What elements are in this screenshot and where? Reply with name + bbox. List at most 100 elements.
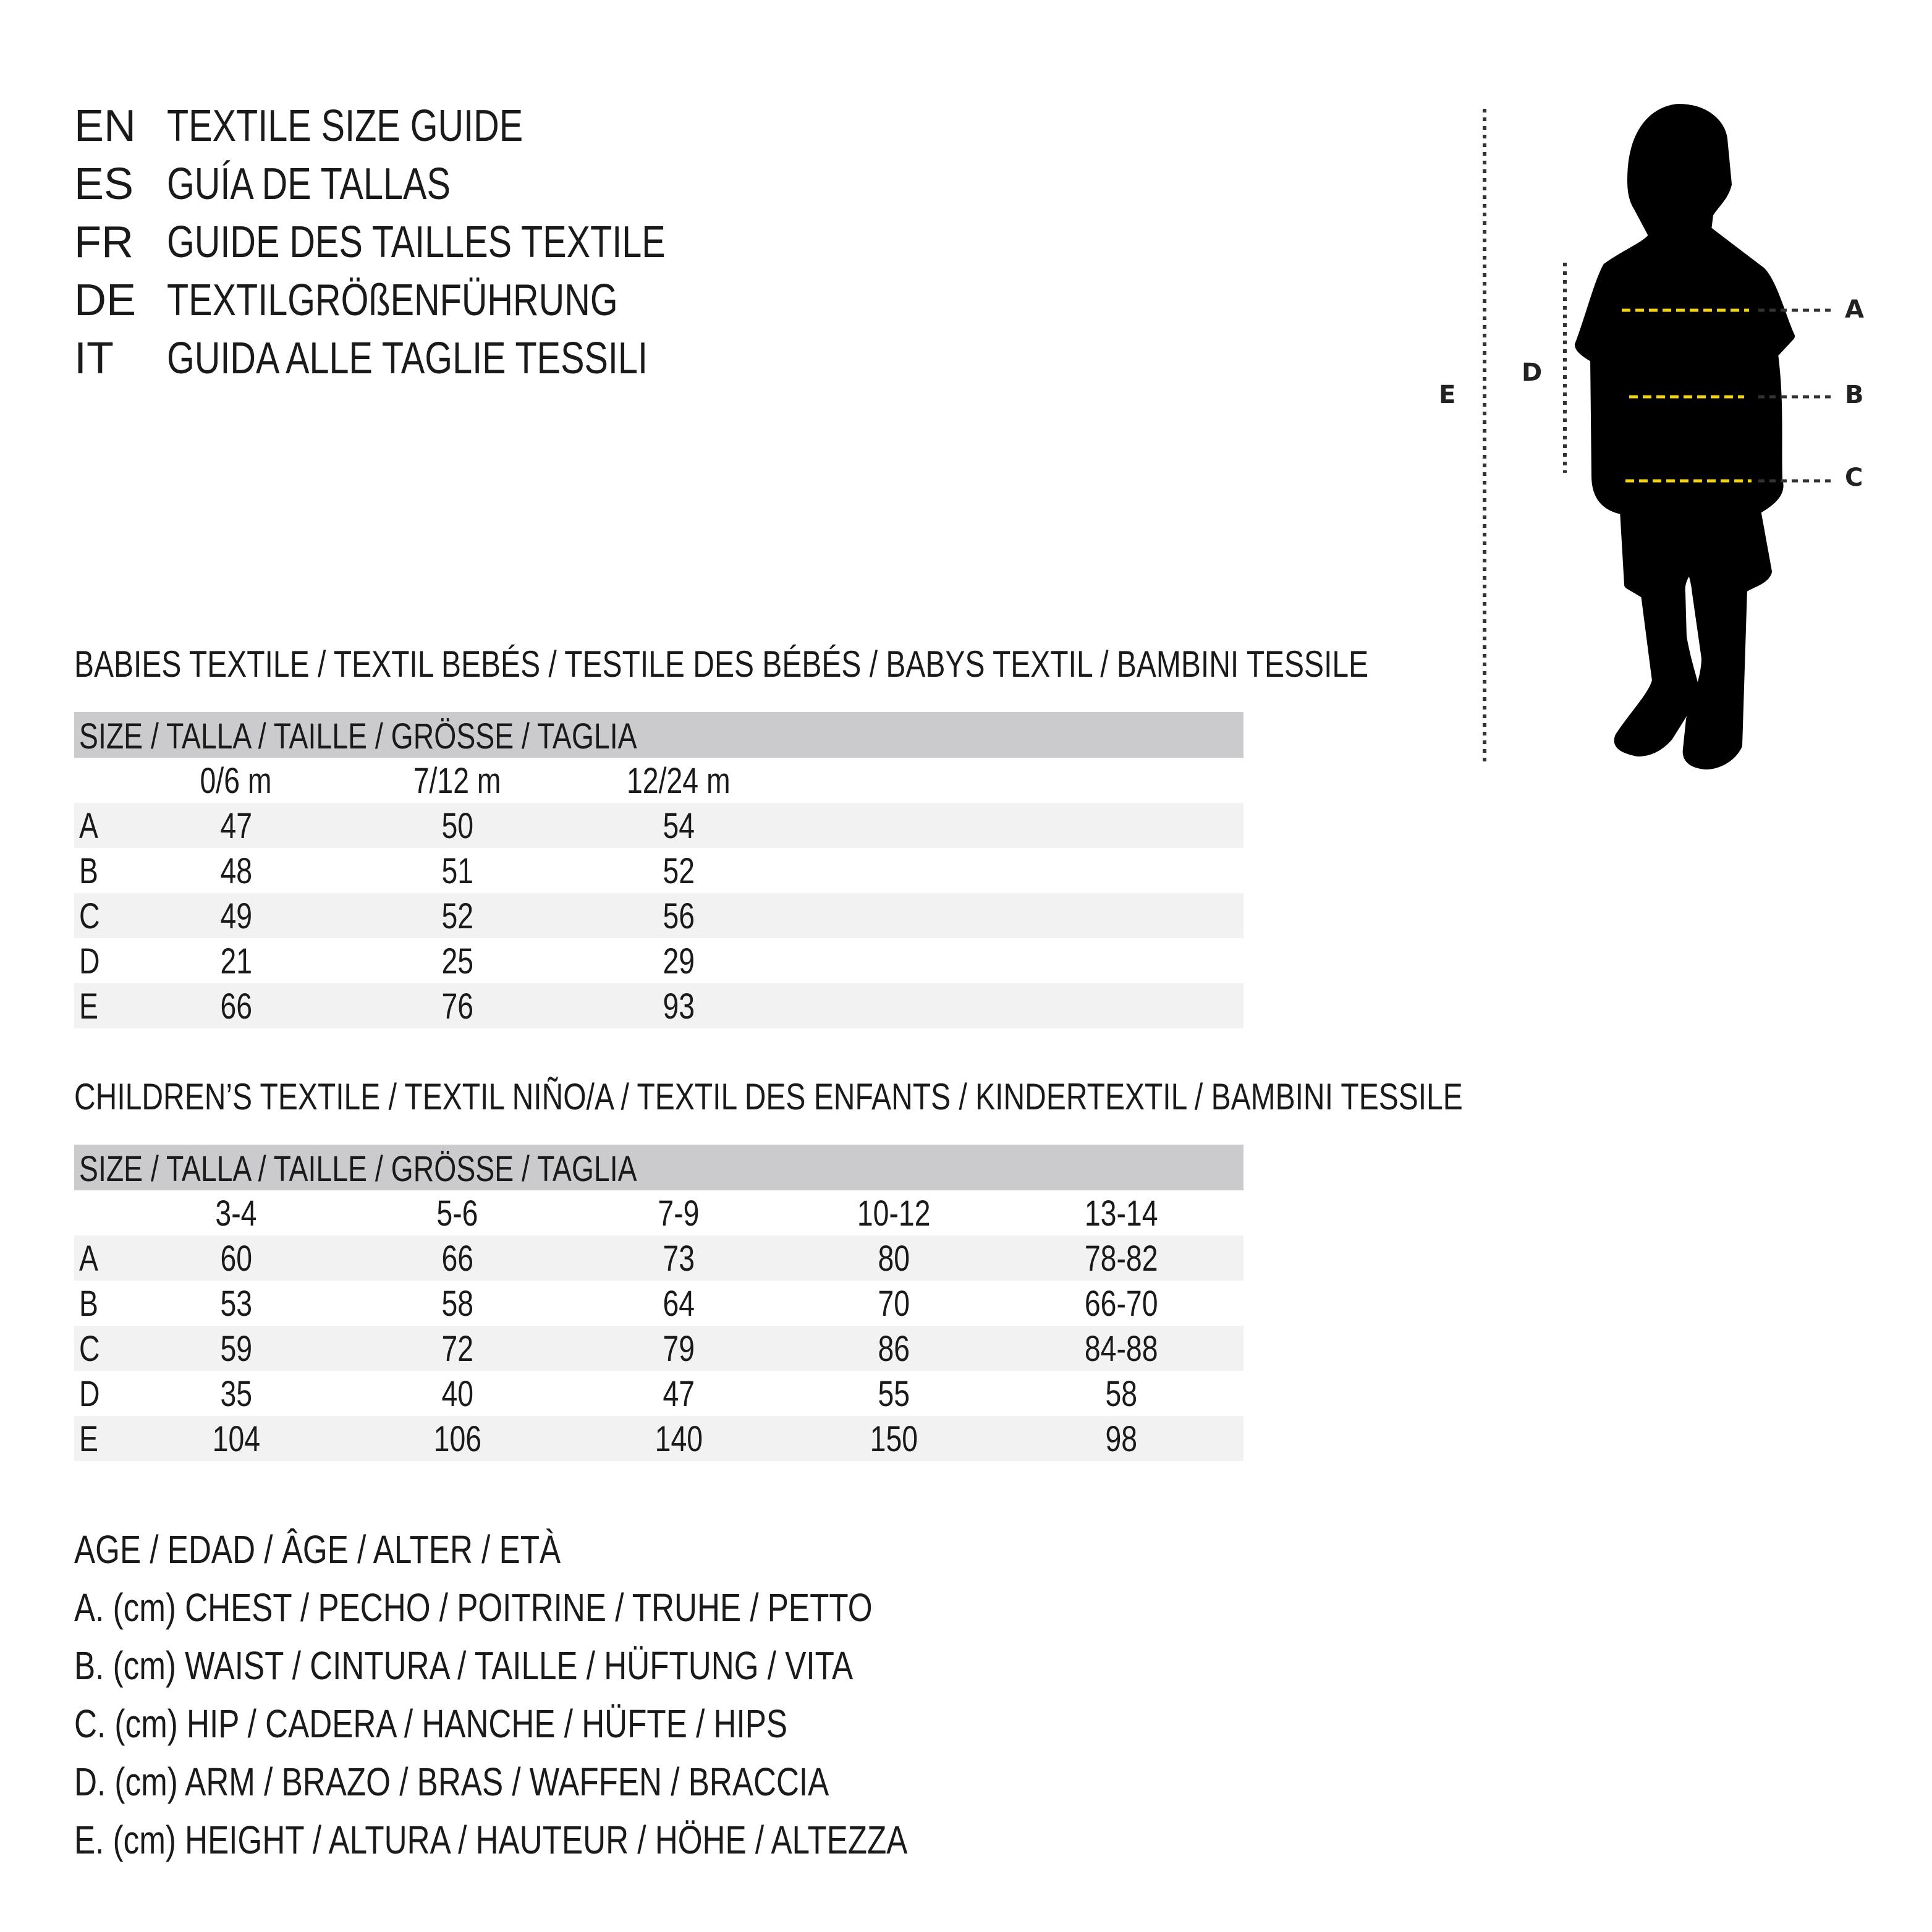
table-cell: 56	[586, 893, 771, 940]
table-cell: 72	[365, 1326, 550, 1373]
cell-text: 40	[441, 1374, 473, 1414]
row-label: D	[79, 1374, 100, 1414]
table-cell: 70	[801, 1281, 986, 1328]
table-cell: 48	[143, 848, 329, 895]
label-e: E	[1439, 381, 1456, 409]
legend-chest: A. (cm) CHEST / PECHO / POITRINE / TRUHE…	[74, 1585, 1072, 1630]
table-row: B 48 51 52	[74, 848, 1244, 893]
lang-code: FR	[74, 218, 133, 267]
babies-heading-text: BABIES TEXTILE / TEXTIL BEBÉS / TESTILE …	[74, 643, 1369, 685]
table-cell: 140	[586, 1416, 771, 1463]
row-label: B	[79, 1284, 98, 1324]
cell-text: 52	[441, 896, 473, 936]
table-cell: 59	[143, 1326, 329, 1373]
table-row: A 47 50 54	[74, 803, 1244, 848]
title-text: GUIDE DES TAILLES TEXTILE	[167, 218, 666, 267]
cell-text: 54	[663, 806, 695, 846]
column-header: 13-14	[1028, 1190, 1214, 1237]
cell-text: 10-12	[857, 1193, 931, 1234]
cell-text: 58	[441, 1284, 473, 1324]
table-cell: 80	[801, 1235, 986, 1282]
title-en: EN TEXTILE SIZE GUIDE	[74, 97, 816, 155]
column-header: 5-6	[365, 1190, 550, 1237]
legend-hip: C. (cm) HIP / CADERA / HANCHE / HÜFTE / …	[74, 1701, 966, 1747]
table-cell: 47	[586, 1371, 771, 1418]
table-row: B 53 58 64 70 66-70	[74, 1281, 1244, 1326]
table-row: E 104 106 140 150 98	[74, 1416, 1244, 1461]
label-a: A	[1845, 295, 1864, 324]
cell-text: 59	[220, 1329, 252, 1369]
cell-text: 58	[1105, 1374, 1137, 1414]
table-cell: 53	[143, 1281, 329, 1328]
cell-text: 78-82	[1084, 1239, 1158, 1279]
legend-height: E. (cm) HEIGHT / ALTURA / HAUTEUR / HÖHE…	[74, 1817, 1116, 1863]
cell-text: AGE / EDAD / ÂGE / ALTER / ETÀ	[74, 1527, 561, 1572]
column-header: 0/6 m	[143, 758, 329, 805]
cell-text: 66	[220, 986, 252, 1027]
table-row: D 21 25 29	[74, 938, 1244, 983]
table-cell: 49	[143, 893, 329, 940]
row-label: A	[79, 806, 98, 846]
label-b: B	[1845, 381, 1864, 409]
legend-waist: B. (cm) WAIST / CINTURA / TAILLE / HÜFTU…	[74, 1643, 1048, 1688]
legend-arm: D. (cm) ARM / BRAZO / BRAS / WAFFEN / BR…	[74, 1759, 1018, 1805]
cell-text: 49	[220, 896, 252, 936]
cell-text: 73	[663, 1239, 695, 1279]
cell-text: 55	[878, 1374, 910, 1414]
size-header-text: SIZE / TALLA / TAILLE / GRÖSSE / TAGLIA	[79, 716, 637, 756]
row-label: E	[79, 1419, 98, 1459]
table-cell: 76	[365, 983, 550, 1030]
lang-code: DE	[74, 276, 137, 325]
table-cell: 66	[143, 983, 329, 1030]
cell-text: E. (cm) HEIGHT / ALTURA / HAUTEUR / HÖHE…	[74, 1818, 908, 1862]
column-header: 10-12	[801, 1190, 986, 1237]
title-it: IT GUIDA ALLE TAGLIE TESSILI	[74, 329, 816, 388]
table-cell: 98	[1028, 1416, 1214, 1463]
children-size-table: SIZE / TALLA / TAILLE / GRÖSSE / TAGLIA …	[74, 1145, 1244, 1461]
table-cell: 150	[801, 1416, 986, 1463]
title-fr: FR GUIDE DES TAILLES TEXTILE	[74, 213, 816, 271]
table-cell: 35	[143, 1371, 329, 1418]
title-text: TEXTILGRÖßENFÜHRUNG	[167, 276, 618, 325]
cell-text: 0/6 m	[200, 761, 273, 801]
cell-text: 5-6	[436, 1193, 478, 1234]
cell-text: 76	[441, 986, 473, 1027]
cell-text: 72	[441, 1329, 473, 1369]
table-cell: 93	[586, 983, 771, 1030]
column-header: 12/24 m	[586, 758, 771, 805]
cell-text: 140	[655, 1419, 703, 1459]
column-header: 3-4	[143, 1190, 329, 1237]
cell-text: 29	[663, 941, 695, 981]
child-silhouette	[1575, 104, 1795, 769]
column-header: 7-9	[586, 1190, 771, 1237]
cell-text: 3-4	[215, 1193, 257, 1234]
cell-text: 70	[878, 1284, 910, 1324]
label-c: C	[1845, 464, 1863, 492]
table-cell: 51	[365, 848, 550, 895]
row-label: E	[79, 986, 98, 1027]
table-cell: 50	[365, 803, 550, 850]
cell-text: 104	[212, 1419, 260, 1459]
cell-text: 79	[663, 1329, 695, 1369]
column-header-row: 3-4 5-6 7-9 10-12 13-14	[74, 1190, 1244, 1235]
cell-text: 84-88	[1084, 1329, 1158, 1369]
table-cell: 79	[586, 1326, 771, 1373]
cell-text: 12/24 m	[627, 761, 731, 801]
column-header-row: 0/6 m 7/12 m 12/24 m	[74, 758, 1244, 803]
cell-text: D. (cm) ARM / BRAZO / BRAS / WAFFEN / BR…	[74, 1760, 829, 1804]
cell-text: 106	[433, 1419, 481, 1459]
legend-age: AGE / EDAD / ÂGE / ALTER / ETÀ	[74, 1527, 682, 1572]
table-cell: 104	[143, 1416, 329, 1463]
size-header: SIZE / TALLA / TAILLE / GRÖSSE / TAGLIA	[74, 1145, 1244, 1190]
lang-code: ES	[74, 159, 134, 209]
cell-text: 7/12 m	[413, 761, 501, 801]
cell-text: 86	[878, 1329, 910, 1369]
cell-text: 66-70	[1084, 1284, 1158, 1324]
table-cell: 29	[586, 938, 771, 985]
title-de: DE TEXTILGRÖßENFÜHRUNG	[74, 271, 816, 329]
cell-text: 150	[870, 1419, 918, 1459]
cell-text: 48	[220, 851, 252, 891]
table-cell: 25	[365, 938, 550, 985]
children-heading-text: CHILDREN’S TEXTILE / TEXTIL NIÑO/A / TEX…	[74, 1076, 1463, 1117]
table-cell: 54	[586, 803, 771, 850]
